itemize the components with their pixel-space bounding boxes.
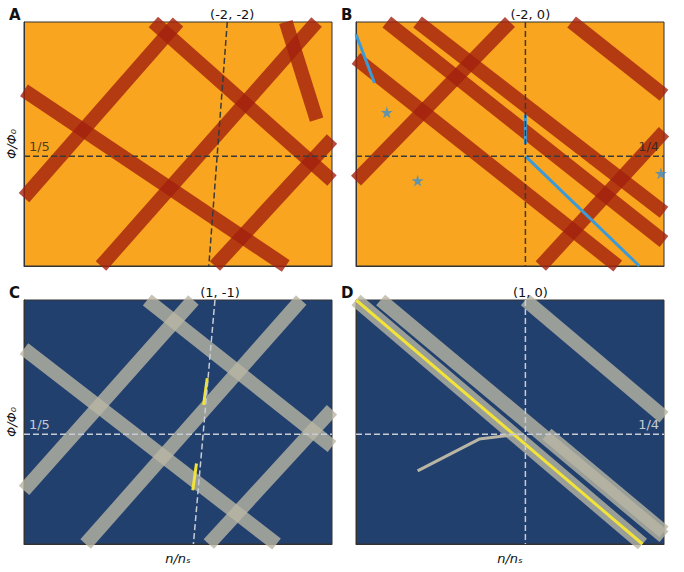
- svg-text:Φ/Φ₀: Φ/Φ₀: [4, 128, 19, 159]
- svg-text:1/5: 1/5: [29, 139, 50, 154]
- svg-text:1/4: 1/4: [638, 139, 659, 154]
- svg-text:Φ/Φ₀: Φ/Φ₀: [4, 406, 19, 437]
- svg-text:(-2, 0): (-2, 0): [511, 7, 551, 22]
- svg-text:1/4: 1/4: [638, 417, 659, 432]
- svg-text:1/5: 1/5: [29, 417, 50, 432]
- svg-text:n/nₛ: n/nₛ: [165, 551, 191, 566]
- svg-text:A: A: [9, 6, 21, 24]
- svg-text:(1, 0): (1, 0): [513, 285, 548, 300]
- svg-text:(-2, -2): (-2, -2): [210, 7, 254, 22]
- svg-text:C: C: [9, 284, 20, 302]
- svg-text:n/nₛ: n/nₛ: [497, 551, 523, 566]
- svg-text:D: D: [341, 284, 353, 302]
- svg-text:(1, -1): (1, -1): [200, 285, 240, 300]
- svg-text:B: B: [341, 6, 352, 24]
